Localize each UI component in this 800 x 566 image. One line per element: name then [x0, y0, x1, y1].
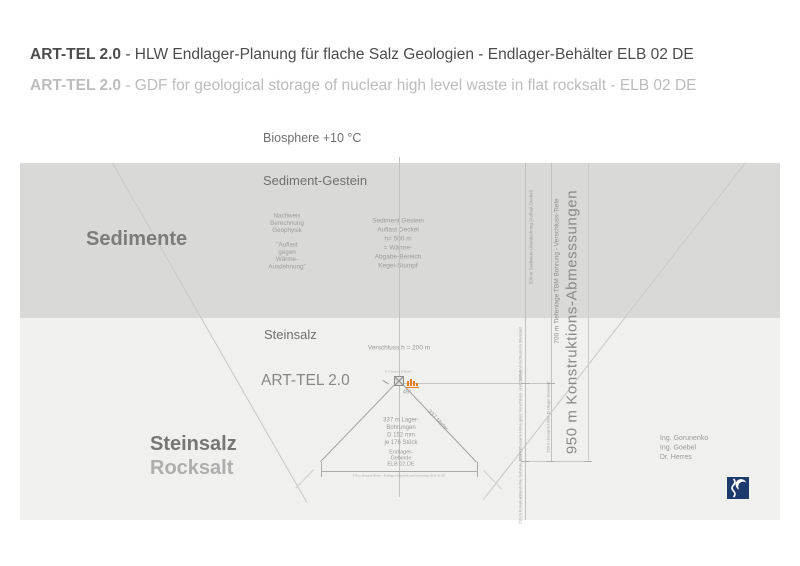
- engineer-credits: Ing. Gorunenko Ing. Goebel Dr. Herres: [659, 433, 709, 461]
- container-bar: [416, 383, 418, 386]
- wave-crescent-logo-icon: [727, 477, 749, 499]
- sediment-layer-band: [20, 163, 780, 318]
- base-microtext: 476 m Gesamt-Breite - Endlager-Bauwerk u…: [352, 474, 446, 478]
- title-german-text: - HLW Endlager-Planung für flache Salz G…: [121, 46, 694, 63]
- base-dimension-line: [321, 471, 477, 472]
- nachweis-annotation: Nachweis Berechnung Geophysik "Auflast g…: [268, 212, 306, 270]
- sediment-annotation: Sediment Gestein Auflast Deckel h= 500 m…: [372, 216, 424, 270]
- measure-line-700m: [551, 163, 552, 461]
- bore-annotation: 337 m Lager- Bohrungen D 152 mm je 176 S…: [383, 416, 419, 446]
- sediment-rock-label: Sediment-Gestein: [263, 173, 368, 188]
- cone-angle-label: 45°: [402, 389, 412, 395]
- biosphere-label: Biosphere +10 °C: [263, 131, 362, 145]
- container-bar: [413, 381, 415, 386]
- measure-tick: [521, 461, 529, 462]
- containers-icon: [406, 378, 420, 388]
- measure-line-950m: [588, 163, 589, 461]
- dim-label-500m: 500 m Sediment-Überdeckung (Auflast-Deck…: [528, 189, 534, 285]
- page-title-english: ART-TEL 2.0 - GDF for geological storage…: [30, 77, 697, 95]
- repository-base-reference-line: [527, 461, 588, 462]
- container-bar: [407, 381, 409, 386]
- dim-label-950m: 950 m Konstruktions-Abmesssungen: [563, 189, 581, 455]
- dim-label-700m: 700 m Tiefenlage TBM Bohrung - Verschlus…: [552, 198, 560, 344]
- shaft-head-icon: [394, 376, 404, 386]
- measure-line-500m: [525, 163, 526, 520]
- brand-name: ART-TEL 2.0: [30, 46, 122, 63]
- base-dimension-left-tick: [321, 462, 322, 477]
- measure-tick: [521, 383, 529, 384]
- rocksalt-title: Rocksalt: [150, 457, 234, 479]
- steinsalz-rock-label: Steinsalz: [264, 327, 317, 342]
- measure-tick: [584, 461, 592, 462]
- title-english-text: - GDF for geological storage of nuclear …: [121, 77, 697, 94]
- apex-microtext: D = Schacht Ø Meter: [384, 370, 412, 374]
- center-axis-line: [399, 157, 400, 497]
- steinsalz-title: Steinsalz: [150, 433, 237, 455]
- measure-tick: [547, 461, 555, 462]
- container-baseline: [406, 387, 419, 388]
- measure-tick: [547, 383, 555, 384]
- container-bar: [410, 379, 412, 386]
- gebinde-annotation: Endlager- Gebinde ELB 02 DE: [387, 449, 415, 467]
- repository-top-reference-line: [403, 383, 551, 384]
- base-dimension-right-tick: [477, 462, 478, 477]
- rocksalt-layer-band: [20, 318, 780, 520]
- arttel-diagram-label: ART-TEL 2.0: [261, 372, 350, 389]
- dim-label-210m: 210 m Konstruktionshöhe Gebinde-Bereich: [517, 447, 523, 525]
- dim-label-250m-b: 250 m Gesamt-Höhe Endlager-Bauwerk: [545, 381, 551, 453]
- brand-name-light: ART-TEL 2.0: [30, 77, 122, 94]
- sedimente-title: Sedimente: [86, 228, 188, 250]
- company-logo: [727, 477, 749, 499]
- page-title-german: ART-TEL 2.0 - HLW Endlager-Planung für f…: [30, 46, 694, 64]
